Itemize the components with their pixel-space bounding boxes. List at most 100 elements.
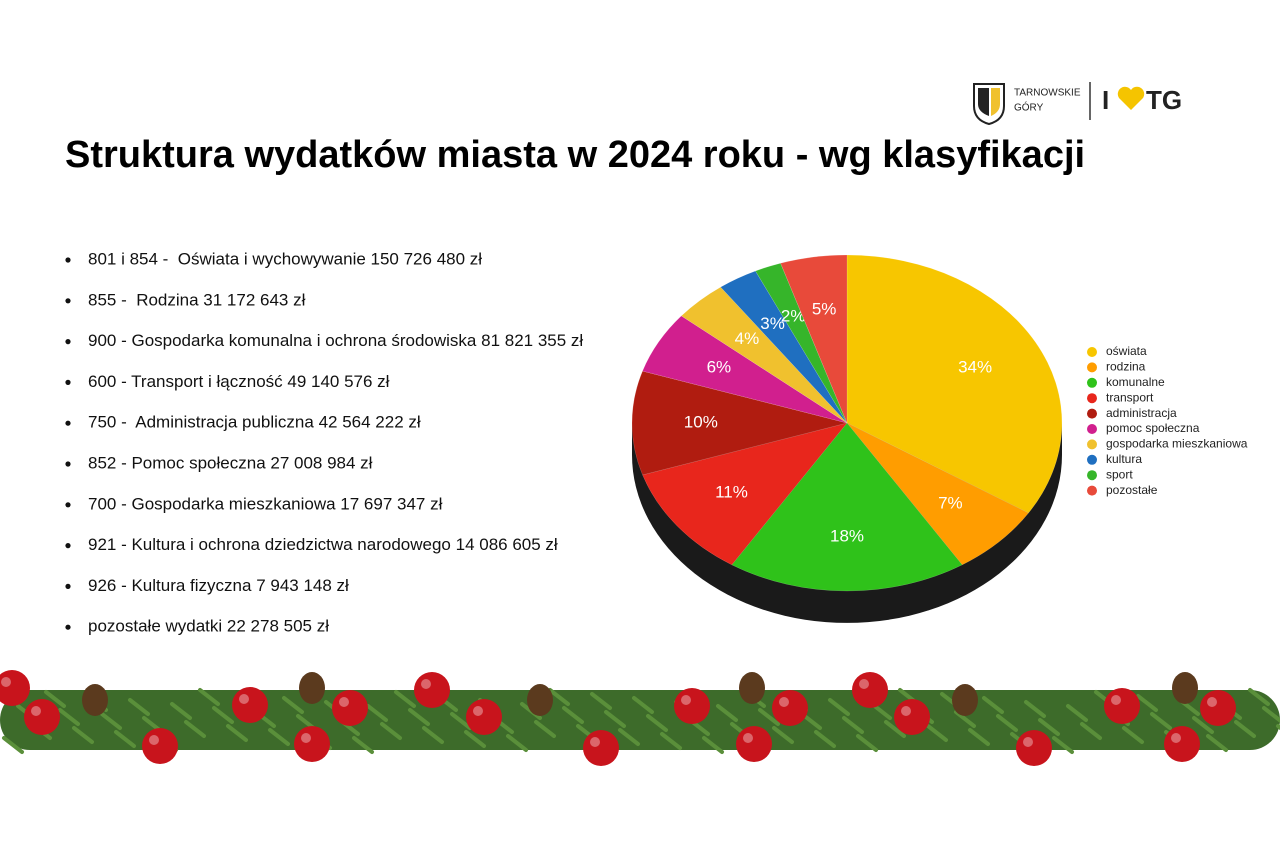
- ornament-shine: [1171, 733, 1181, 743]
- slice-label: 6%: [707, 357, 732, 376]
- logo-text: GÓRY: [1014, 101, 1044, 114]
- pie-slice: [642, 422, 848, 566]
- pinecone: [739, 672, 765, 704]
- ornament-shine: [590, 737, 600, 747]
- ornament: [232, 687, 268, 723]
- ornament-shine: [901, 706, 911, 716]
- bullet: [65, 502, 71, 508]
- needle: [72, 726, 94, 744]
- needle: [394, 690, 416, 708]
- ornament-shine: [1, 677, 11, 687]
- legend-label: sport: [1106, 467, 1133, 481]
- needle: [44, 690, 66, 708]
- needle: [506, 734, 528, 752]
- needle: [226, 724, 248, 742]
- needle: [1080, 722, 1102, 740]
- ornament-shine: [301, 733, 311, 743]
- pinecone: [952, 684, 978, 716]
- pie-slice: [846, 254, 1063, 514]
- ornament-shine: [743, 733, 753, 743]
- needle: [212, 706, 234, 724]
- needle: [366, 704, 388, 722]
- needle: [1248, 688, 1270, 706]
- needle: [604, 710, 626, 728]
- needle: [1206, 734, 1228, 752]
- bullet: [65, 420, 71, 426]
- ornament-shine: [1207, 697, 1217, 707]
- legend-marker: [1087, 393, 1097, 404]
- pinecone: [299, 672, 325, 704]
- ornament-shine: [681, 695, 691, 705]
- ornament-shine: [339, 697, 349, 707]
- legend-marker: [1087, 424, 1097, 434]
- needle: [170, 702, 192, 720]
- item-text: 801 i 854 - Oświata i wychowywanie 150 7…: [88, 249, 482, 268]
- ornament: [1016, 730, 1052, 766]
- legend-marker: [1087, 408, 1097, 419]
- slice-label: 11%: [715, 483, 748, 502]
- pie-slice: [720, 270, 848, 424]
- needle: [968, 728, 990, 746]
- ornament: [24, 699, 60, 735]
- ornament-shine: [859, 679, 869, 689]
- legend-label: komunalne: [1106, 375, 1165, 389]
- needle: [660, 732, 682, 750]
- slice-label: 5%: [812, 300, 837, 319]
- legend-marker: [1087, 362, 1097, 373]
- legend-label: transport: [1106, 390, 1154, 404]
- needle: [58, 708, 80, 726]
- crest-part: [991, 88, 1000, 116]
- legend-marker: [1087, 485, 1097, 496]
- item-text: 852 - Pomoc społeczna 27 008 984 zł: [88, 453, 373, 472]
- pie-slice: [780, 254, 848, 424]
- legend-label: rodzina: [1106, 360, 1146, 374]
- legend-marker: [1087, 439, 1097, 450]
- logo-brand: I: [1102, 85, 1109, 115]
- needle: [562, 706, 584, 724]
- logo-text: TARNOWSKIE: [1014, 88, 1081, 99]
- ornament-shine: [149, 735, 159, 745]
- ornament-shine: [421, 679, 431, 689]
- legend-label: administracja: [1106, 406, 1177, 420]
- ornament-shine: [1023, 737, 1033, 747]
- needle: [954, 710, 976, 728]
- item-text: 750 - Administracja publiczna 42 564 222…: [88, 413, 421, 432]
- ornament: [1164, 726, 1200, 762]
- needle: [184, 720, 206, 738]
- pie-slice: [846, 422, 1029, 566]
- ornament: [332, 690, 368, 726]
- needle: [590, 692, 612, 710]
- ornament: [142, 728, 178, 764]
- legend-marker: [1087, 377, 1097, 388]
- needle: [618, 728, 640, 746]
- legend-label: pozostałe: [1106, 483, 1158, 497]
- pie-slice: [631, 370, 848, 476]
- garland: [0, 670, 1280, 766]
- needle: [926, 724, 948, 742]
- ornament-shine: [239, 694, 249, 704]
- pie-slice: [731, 422, 963, 592]
- needle: [548, 688, 570, 706]
- needle: [884, 720, 906, 738]
- ornament: [1104, 688, 1140, 724]
- needle: [632, 696, 654, 714]
- needle: [1024, 700, 1046, 718]
- needle: [100, 712, 122, 730]
- needle: [1150, 712, 1172, 730]
- crest-part: [978, 88, 989, 116]
- needle: [128, 698, 150, 716]
- legend-label: oświata: [1106, 344, 1147, 358]
- legend-marker: [1087, 470, 1097, 481]
- needle: [814, 730, 836, 748]
- needle: [464, 730, 486, 748]
- needle: [646, 714, 668, 732]
- legend-label: gospodarka mieszkaniowa: [1106, 437, 1248, 451]
- slice-label: 3%: [760, 314, 785, 333]
- title: Struktura wydatków miasta w 2024 roku - …: [65, 134, 1085, 176]
- needle: [380, 722, 402, 740]
- slice-label: 7%: [938, 493, 963, 512]
- bullet: [65, 583, 71, 590]
- needle: [408, 708, 430, 726]
- logo-heart: [1117, 86, 1145, 110]
- needle: [1136, 694, 1158, 712]
